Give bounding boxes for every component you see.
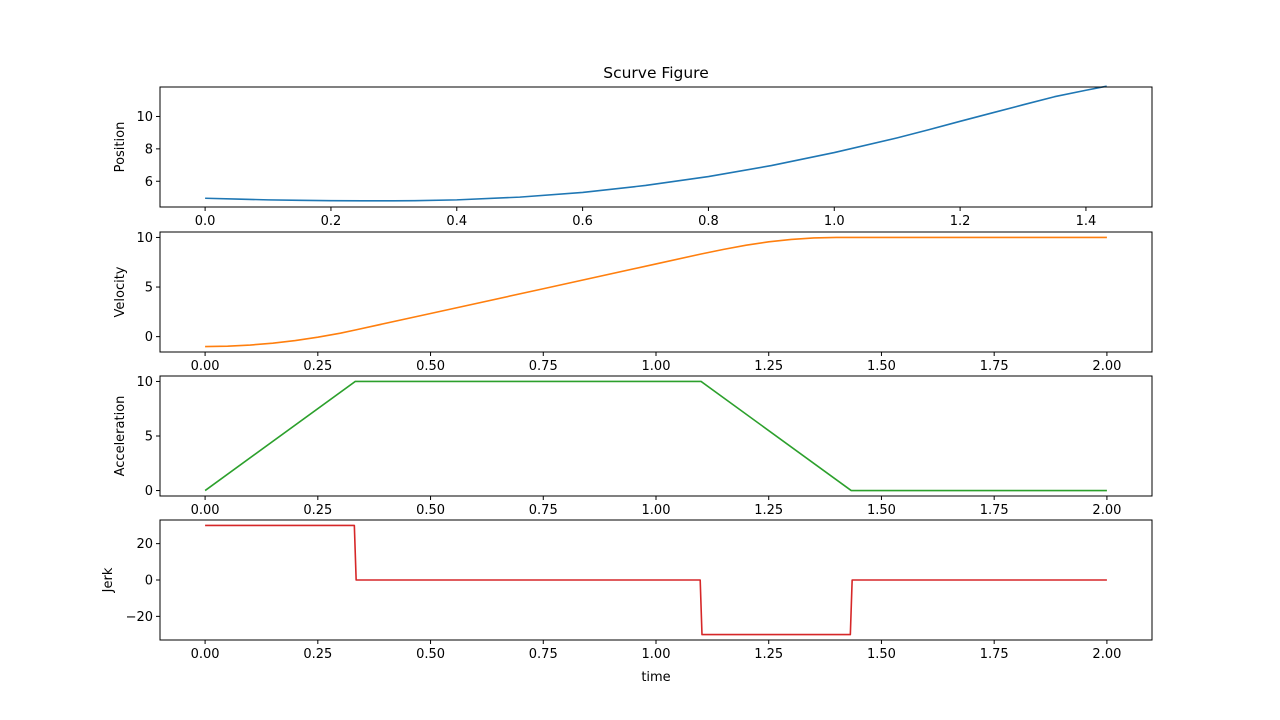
x-tick-label: 0.50 xyxy=(416,359,445,374)
y-tick-label: 0 xyxy=(145,574,153,589)
axes-frame xyxy=(159,231,1153,353)
x-tick-label: 0.2 xyxy=(321,214,342,229)
y-axis-label: Position xyxy=(113,122,128,173)
subplot-3: 0.00 0.25 0.50 0.75 1.00 1.25 1.50 1.75 2.00 0 5 10… xyxy=(113,375,1153,518)
y-tick-label: −20 xyxy=(126,610,153,625)
series-line-3-1 xyxy=(204,380,1107,492)
y-tick-label: 10 xyxy=(136,110,153,125)
x-tick-label: 2.00 xyxy=(1092,359,1121,374)
y-tick-label: 10 xyxy=(136,375,153,390)
y-tick-label: 5 xyxy=(145,430,153,445)
y-axis-label: Jerk xyxy=(101,567,116,593)
x-tick-label: 0.50 xyxy=(416,503,445,518)
series-line-1-1 xyxy=(205,85,1107,202)
x-tick-label: 0.75 xyxy=(529,359,558,374)
y-tick-label: 8 xyxy=(145,142,153,157)
x-tick-label: 0.25 xyxy=(303,503,332,518)
series-line-4-1 xyxy=(205,524,1107,636)
x-tick-label: 1.25 xyxy=(754,647,783,662)
x-tick-label: 2.00 xyxy=(1092,503,1121,518)
x-tick-label: 1.75 xyxy=(980,647,1009,662)
figure-title: Scurve Figure xyxy=(603,64,709,82)
x-tick-label: 1.50 xyxy=(867,647,896,662)
y-tick-label: 6 xyxy=(145,175,153,190)
x-tick-label: 0.00 xyxy=(191,503,220,518)
y-tick-label: 10 xyxy=(136,231,153,246)
x-tick-label: 1.00 xyxy=(642,647,671,662)
subplot-1: 0.0 0.2 0.4 0.6 0.8 1.0 1.2 1.4 6 8 10 Position xyxy=(113,85,1153,229)
x-tick-label: 0.0 xyxy=(195,214,216,229)
x-tick-label: 0.00 xyxy=(191,359,220,374)
x-tick-label: 2.00 xyxy=(1092,647,1121,662)
x-tick-label: 1.75 xyxy=(980,359,1009,374)
x-tick-label: 1.25 xyxy=(754,359,783,374)
y-tick-label: 0 xyxy=(145,330,153,345)
y-axis-label: Acceleration xyxy=(113,396,128,477)
x-tick-label: 1.50 xyxy=(867,503,896,518)
axes-frame xyxy=(159,375,1153,497)
x-tick-label: 0.4 xyxy=(446,214,467,229)
subplots-group: 0.0 0.2 0.4 0.6 0.8 1.0 1.2 1.4 6 8 10 Position 0.00… xyxy=(101,85,1153,685)
y-tick-label: 0 xyxy=(145,484,153,499)
x-tick-label: 1.50 xyxy=(867,359,896,374)
x-tick-label: 1.75 xyxy=(980,503,1009,518)
x-axis-label: time xyxy=(641,670,670,685)
x-tick-label: 1.0 xyxy=(824,214,845,229)
y-axis-label: Velocity xyxy=(113,266,128,317)
x-tick-label: 0.8 xyxy=(698,214,719,229)
x-tick-label: 1.00 xyxy=(642,359,671,374)
x-tick-label: 0.25 xyxy=(303,647,332,662)
axes-frame xyxy=(159,86,1153,208)
x-tick-label: 0.6 xyxy=(572,214,593,229)
x-tick-label: 1.4 xyxy=(1076,214,1097,229)
x-tick-label: 0.50 xyxy=(416,647,445,662)
x-tick-label: 0.75 xyxy=(529,647,558,662)
x-tick-label: 0.75 xyxy=(529,503,558,518)
x-tick-label: 0.00 xyxy=(191,647,220,662)
series-line-2-1 xyxy=(205,236,1107,348)
subplot-4: 0.00 0.25 0.50 0.75 1.00 1.25 1.50 1.75 2.00 −20 0… xyxy=(101,519,1153,685)
y-tick-label: 5 xyxy=(145,281,153,296)
y-tick-label: 20 xyxy=(136,537,153,552)
x-tick-label: 1.2 xyxy=(950,214,971,229)
x-tick-label: 0.25 xyxy=(303,359,332,374)
x-tick-label: 1.25 xyxy=(754,503,783,518)
subplot-2: 0.00 0.25 0.50 0.75 1.00 1.25 1.50 1.75 2.00 0 5 10… xyxy=(113,231,1153,374)
x-tick-label: 1.00 xyxy=(642,503,671,518)
